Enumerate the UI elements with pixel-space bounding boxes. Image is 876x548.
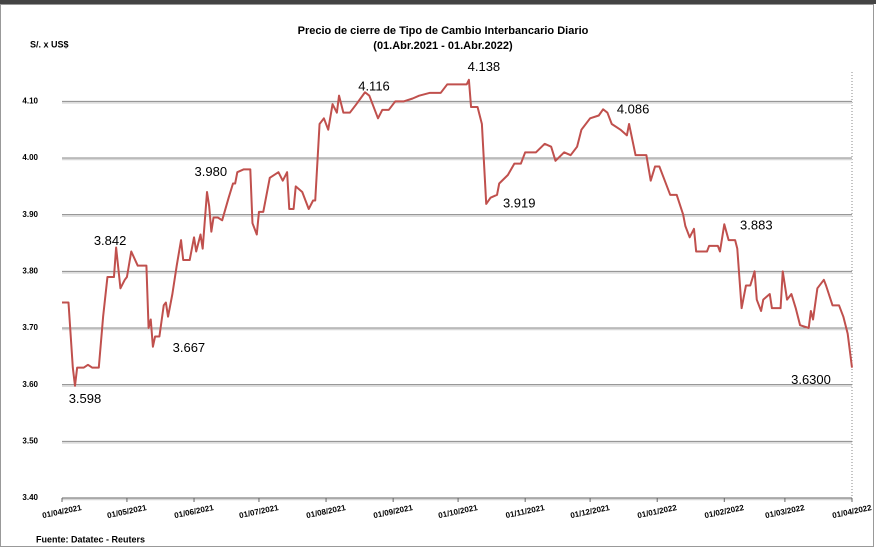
y-tick-label: 3.60 — [22, 380, 38, 389]
x-tick-label: 01/07/2021 — [238, 503, 280, 520]
x-tick-label: 01/01/2022 — [637, 503, 679, 520]
x-tick-label: 01/10/2021 — [437, 503, 479, 520]
annotation: 3.919 — [503, 195, 536, 210]
x-tick-label: 01/03/2022 — [764, 503, 806, 520]
x-tick-label: 01/11/2021 — [505, 503, 546, 520]
y-tick-label: 3.40 — [22, 493, 38, 502]
source: Fuente: Datatec - Reuters — [36, 534, 145, 544]
line-series — [62, 78, 853, 387]
annotation: 4.116 — [358, 79, 390, 94]
chart-subtitle: (01.Abr.2021 - 01.Abr.2022) — [373, 40, 513, 52]
annotation: 3.980 — [195, 164, 228, 179]
annotation: 3.6300 — [791, 372, 831, 387]
y-tick-label: 3.70 — [22, 323, 38, 332]
y-tick-label: 4.10 — [22, 96, 38, 105]
chart-title: Precio de cierre de Tipo de Cambio Inter… — [298, 25, 589, 37]
x-tick-label: 01/06/2021 — [173, 503, 215, 520]
frame — [0, 4, 874, 547]
annotation: 3.667 — [173, 340, 206, 355]
x-tick-label: 01/04/2021 — [41, 503, 83, 520]
x-tick-label: 01/08/2021 — [305, 503, 347, 520]
y-tick-label: 3.80 — [22, 266, 38, 275]
y-tick-label: 3.50 — [22, 436, 38, 445]
window-bar — [0, 0, 876, 4]
y-tick-label: 3.90 — [22, 210, 38, 219]
y-axis-label: S/. x US$ — [30, 39, 69, 49]
annotation: 4.086 — [617, 102, 650, 117]
x-tick-label: 01/09/2021 — [373, 503, 415, 520]
x-tick-label: 01/02/2022 — [704, 503, 746, 520]
annotation: 3.598 — [69, 391, 102, 406]
x-tick-label: 01/04/2022 — [831, 503, 873, 520]
y-tick-label: 4.00 — [22, 153, 38, 162]
annotation: 4.138 — [468, 59, 501, 74]
annotation: 3.842 — [94, 233, 127, 248]
x-tick-label: 01/12/2021 — [570, 503, 612, 520]
x-tick-label: 01/05/2021 — [106, 503, 148, 520]
annotation: 3.883 — [740, 218, 773, 233]
